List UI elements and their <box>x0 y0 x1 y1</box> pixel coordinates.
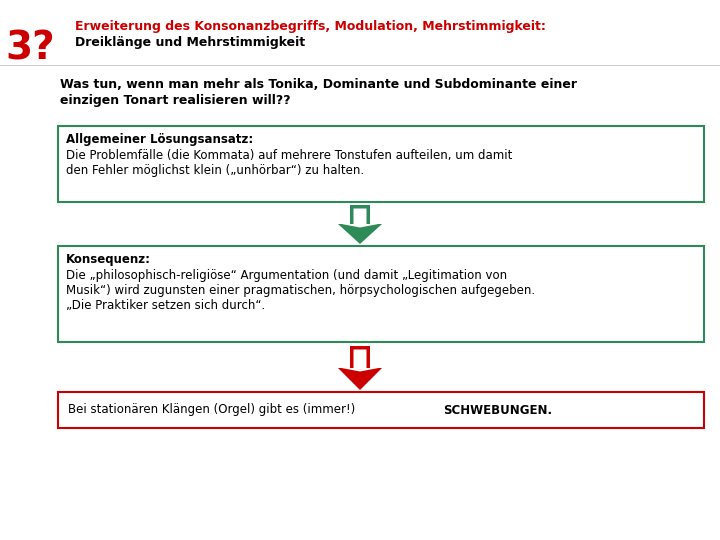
Text: den Fehler möglichst klein („unhörbar“) zu halten.: den Fehler möglichst klein („unhörbar“) … <box>66 164 364 177</box>
Polygon shape <box>338 205 382 244</box>
Polygon shape <box>341 208 379 227</box>
Bar <box>58 126 704 202</box>
Text: Die „philosophisch-religiöse“ Argumentation (und damit „Legitimation von: Die „philosophisch-religiöse“ Argumentat… <box>66 269 507 282</box>
Text: Die Problemfälle (die Kommata) auf mehrere Tonstufen aufteilen, um damit: Die Problemfälle (die Kommata) auf mehre… <box>66 149 513 162</box>
Text: Konsequenz:: Konsequenz: <box>66 253 151 266</box>
Text: 3?: 3? <box>5 29 55 67</box>
Text: SCHWEBUNGEN.: SCHWEBUNGEN. <box>444 403 553 416</box>
Text: einzigen Tonart realisieren will??: einzigen Tonart realisieren will?? <box>60 94 291 107</box>
Bar <box>58 392 704 428</box>
Polygon shape <box>338 346 382 390</box>
Text: Bei stationären Klängen (Orgel) gibt es (immer!): Bei stationären Klängen (Orgel) gibt es … <box>68 403 359 416</box>
Text: Erweiterung des Konsonanzbegriffs, Modulation, Mehrstimmigkeit:: Erweiterung des Konsonanzbegriffs, Modul… <box>75 20 546 33</box>
Polygon shape <box>341 349 379 372</box>
Text: Dreiklänge und Mehrstimmigkeit: Dreiklänge und Mehrstimmigkeit <box>75 36 305 49</box>
Text: Musik“) wird zugunsten einer pragmatischen, hörpsychologischen aufgegeben.: Musik“) wird zugunsten einer pragmatisch… <box>66 284 535 297</box>
Text: Was tun, wenn man mehr als Tonika, Dominante und Subdominante einer: Was tun, wenn man mehr als Tonika, Domin… <box>60 78 577 91</box>
Bar <box>58 246 704 342</box>
Text: Allgemeiner Lösungsansatz:: Allgemeiner Lösungsansatz: <box>66 133 253 146</box>
Text: „Die Praktiker setzen sich durch“.: „Die Praktiker setzen sich durch“. <box>66 299 265 312</box>
